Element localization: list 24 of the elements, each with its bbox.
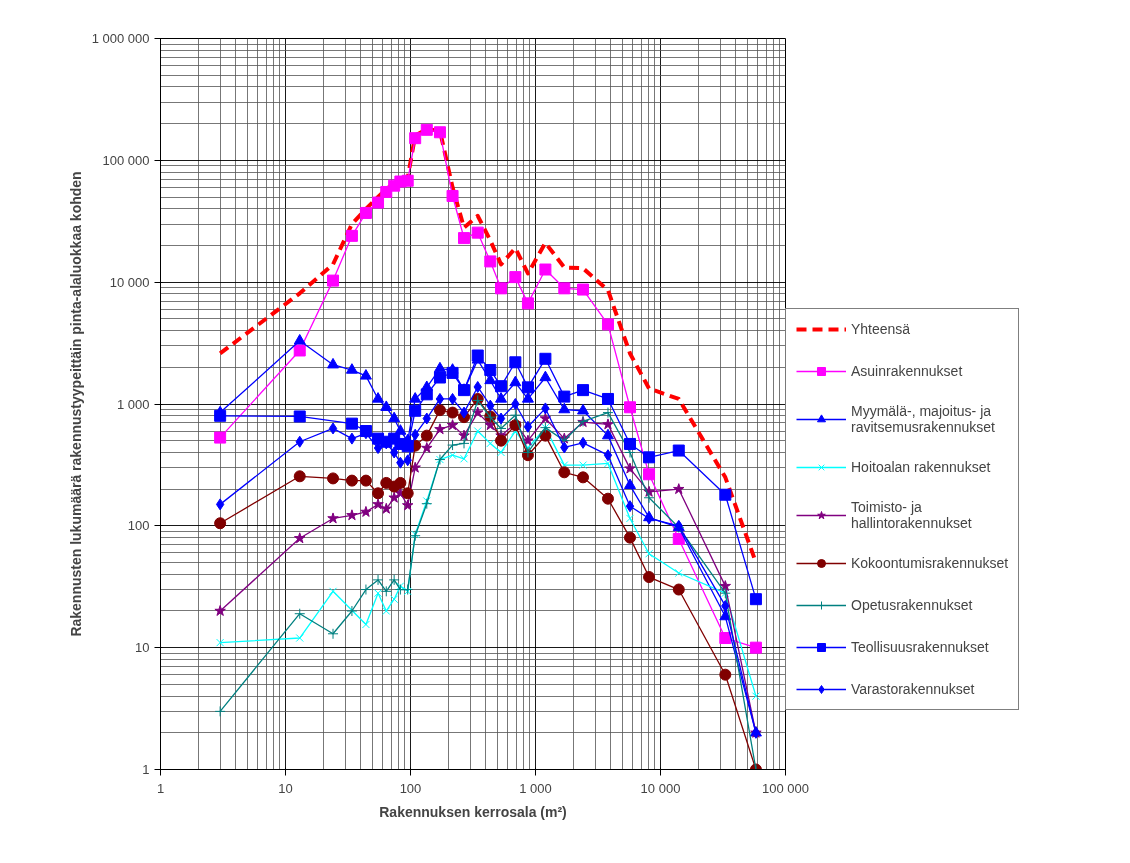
- y-tick-label: 10: [135, 640, 150, 656]
- legend-label: Asuinrakennukset: [851, 362, 963, 381]
- x-tick-label: 1: [156, 780, 165, 796]
- x-axis-title: Rakennuksen kerrosala (m²): [379, 803, 567, 820]
- legend-label: Teollisuusrakennukset: [851, 638, 989, 657]
- y-tick-label: 100: [127, 518, 150, 534]
- y-tick-label: 10 000: [109, 274, 150, 290]
- y-axis-title: Rakennusten lukumäärä rakennustyypeittäin pinta-alaluokkaa kohden: [67, 171, 84, 637]
- legend-label: Toimisto- ja hallintorakennukset: [851, 499, 972, 531]
- x-tick-label: 10 000: [640, 780, 681, 796]
- legend-label: Opetusrakennukset: [851, 596, 973, 615]
- y-tick-label: 1 000 000: [91, 31, 150, 46]
- y-tick-label: 100 000: [102, 152, 150, 168]
- legend-label: Varastorakennukset: [851, 680, 975, 699]
- legend-label: Kokoontumisrakennukset: [851, 554, 1009, 573]
- y-tick-label: 1: [142, 762, 150, 777]
- x-tick-label: 1 000: [519, 780, 552, 796]
- legend-label: Yhteensä: [851, 320, 911, 339]
- x-tick-label: 100: [399, 780, 422, 796]
- legend-label: Hoitoalan rakennukset: [851, 458, 991, 477]
- legend-label: Myymälä-, majoitus- ja ravitsemusrakennukset: [851, 403, 995, 435]
- x-tick-label: 100 000: [762, 780, 809, 796]
- y-tick-label: 1 000: [116, 396, 150, 412]
- x-tick-label: 10: [278, 780, 293, 796]
